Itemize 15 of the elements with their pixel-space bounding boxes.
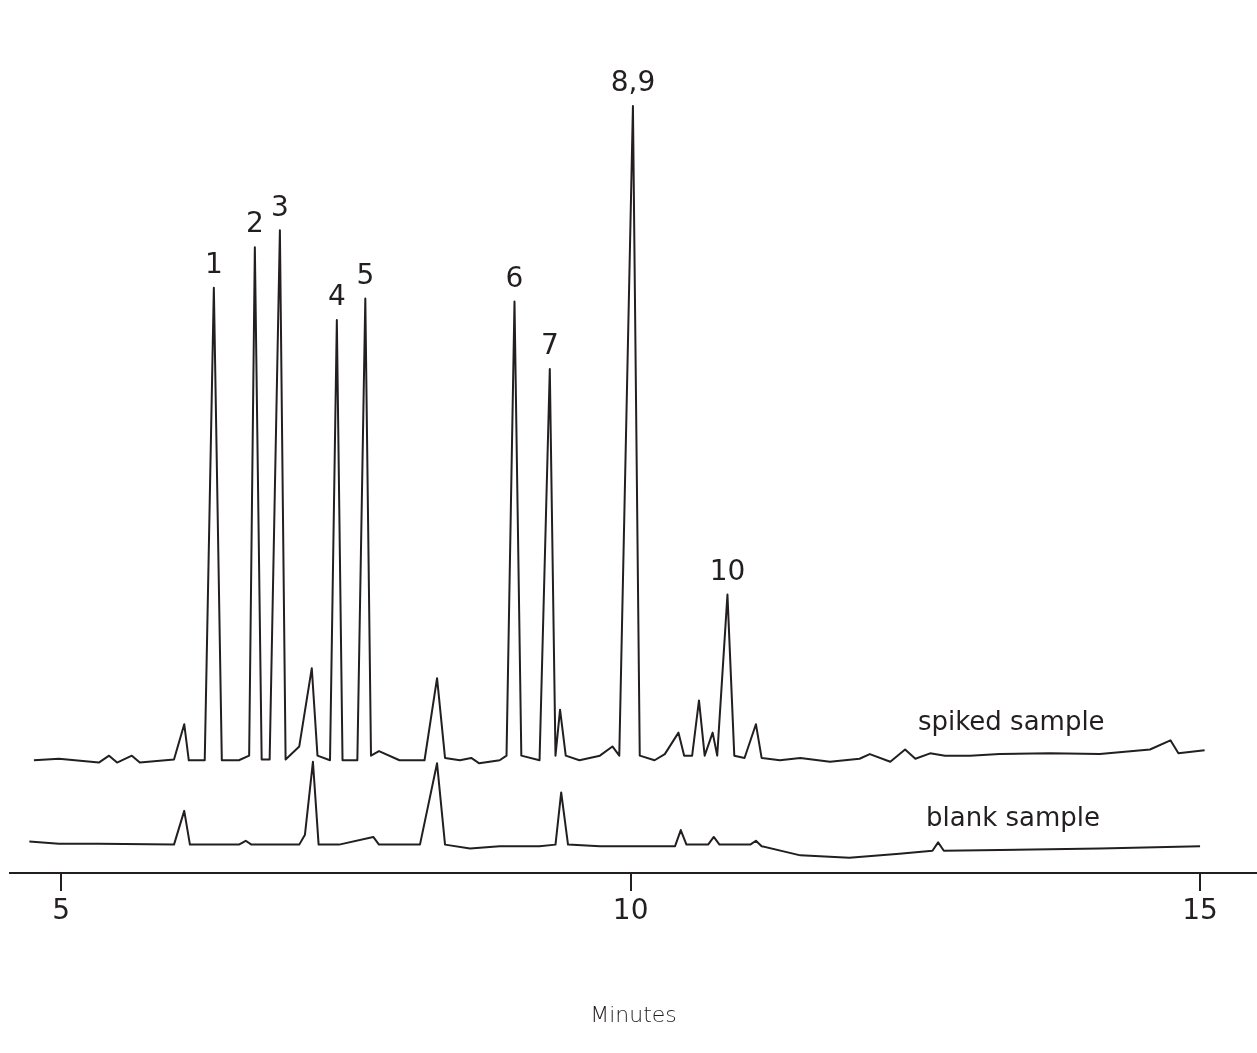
annotation: 3 (270, 189, 289, 223)
x-tick-label: 15 (1182, 893, 1218, 927)
annotation: 7 (540, 328, 559, 362)
annotation: 1 (204, 247, 223, 281)
annotation: 2 (245, 206, 264, 240)
series-label: spiked sample (917, 706, 1105, 737)
x-tick-label: 5 (52, 893, 71, 927)
annotation: 4 (327, 279, 346, 313)
series-label: blank sample (926, 801, 1101, 832)
annotation: 8,9 (610, 65, 656, 99)
x-tick-label: 10 (612, 893, 649, 927)
annotation: 6 (505, 260, 524, 294)
annotation: 5 (356, 257, 375, 291)
annotation: 10 (709, 553, 746, 587)
x-axis-title: Minutes (590, 1001, 677, 1027)
